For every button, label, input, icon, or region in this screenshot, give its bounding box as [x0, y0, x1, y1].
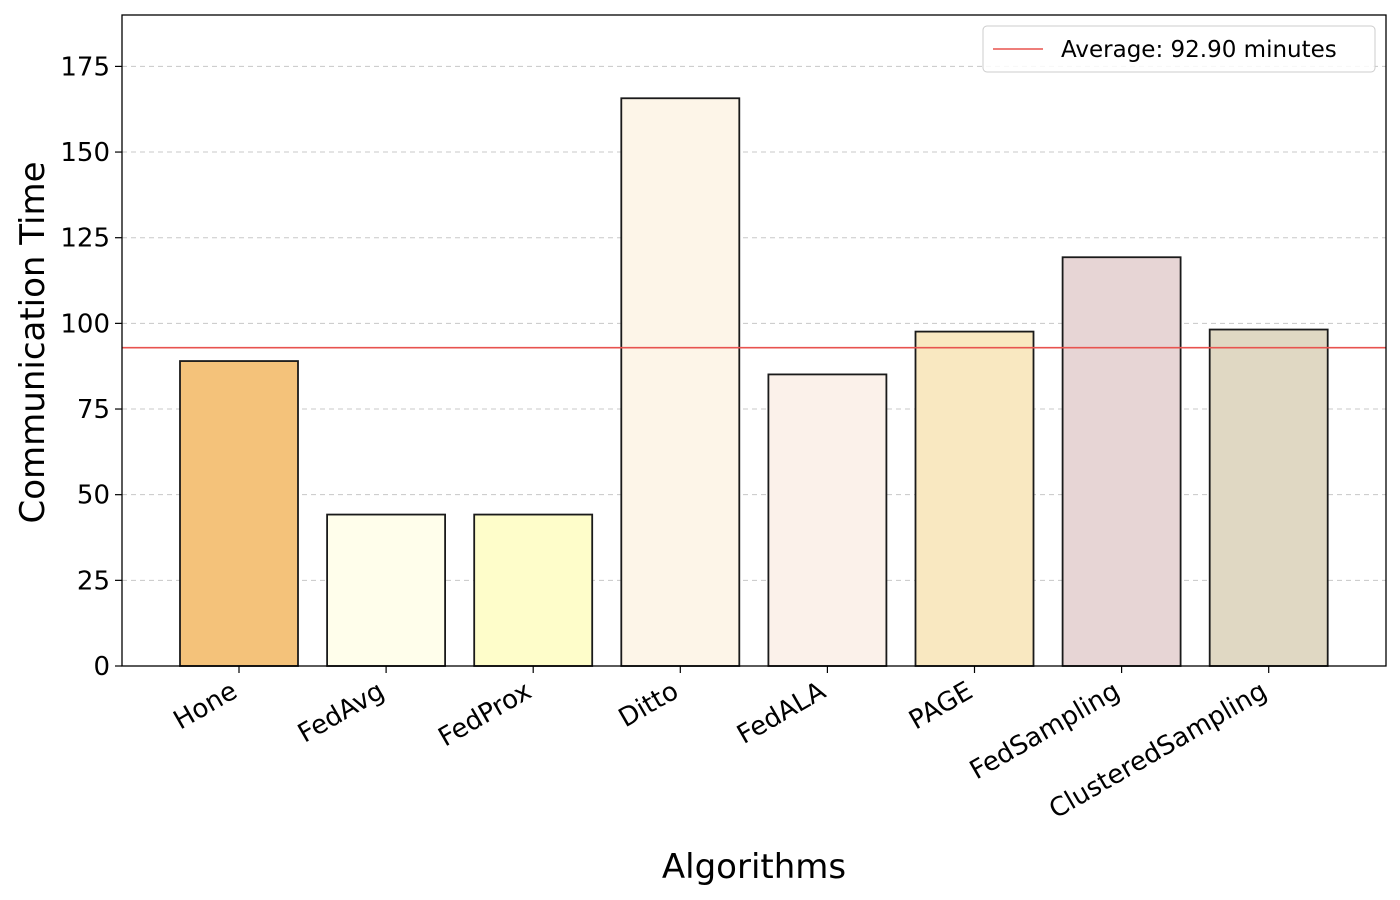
legend-box	[982, 25, 1376, 73]
bar-fedprox	[473, 513, 594, 667]
y-tick-label: 50	[77, 481, 110, 511]
y-tick-label: 150	[60, 138, 110, 168]
x-axis-label: Algorithms	[662, 847, 846, 887]
bar-fedsampling	[1061, 256, 1182, 667]
y-tick-label: 125	[60, 224, 110, 254]
y-axis-label: Communication Time	[13, 162, 53, 524]
y-tick-label: 100	[60, 309, 110, 339]
legend-label-average: Average: 92.90 minutes	[1061, 37, 1337, 63]
y-axis-ticks: 0 25 50 75 100 125 150 175	[60, 52, 122, 682]
bar-clusteredsampling	[1208, 328, 1329, 667]
bar-ditto	[620, 97, 741, 667]
legend: Average: 92.90 minutes	[982, 25, 1376, 73]
bar-fedavg	[326, 513, 447, 667]
y-tick-label: 25	[77, 566, 110, 596]
y-tick-label: 175	[60, 52, 110, 82]
bar-fedala	[767, 373, 888, 667]
bar-hone	[179, 360, 299, 667]
bar-page	[914, 330, 1035, 667]
plot-frame	[121, 14, 1387, 667]
y-tick-label: 0	[93, 652, 110, 682]
y-tick-label: 75	[77, 395, 110, 425]
